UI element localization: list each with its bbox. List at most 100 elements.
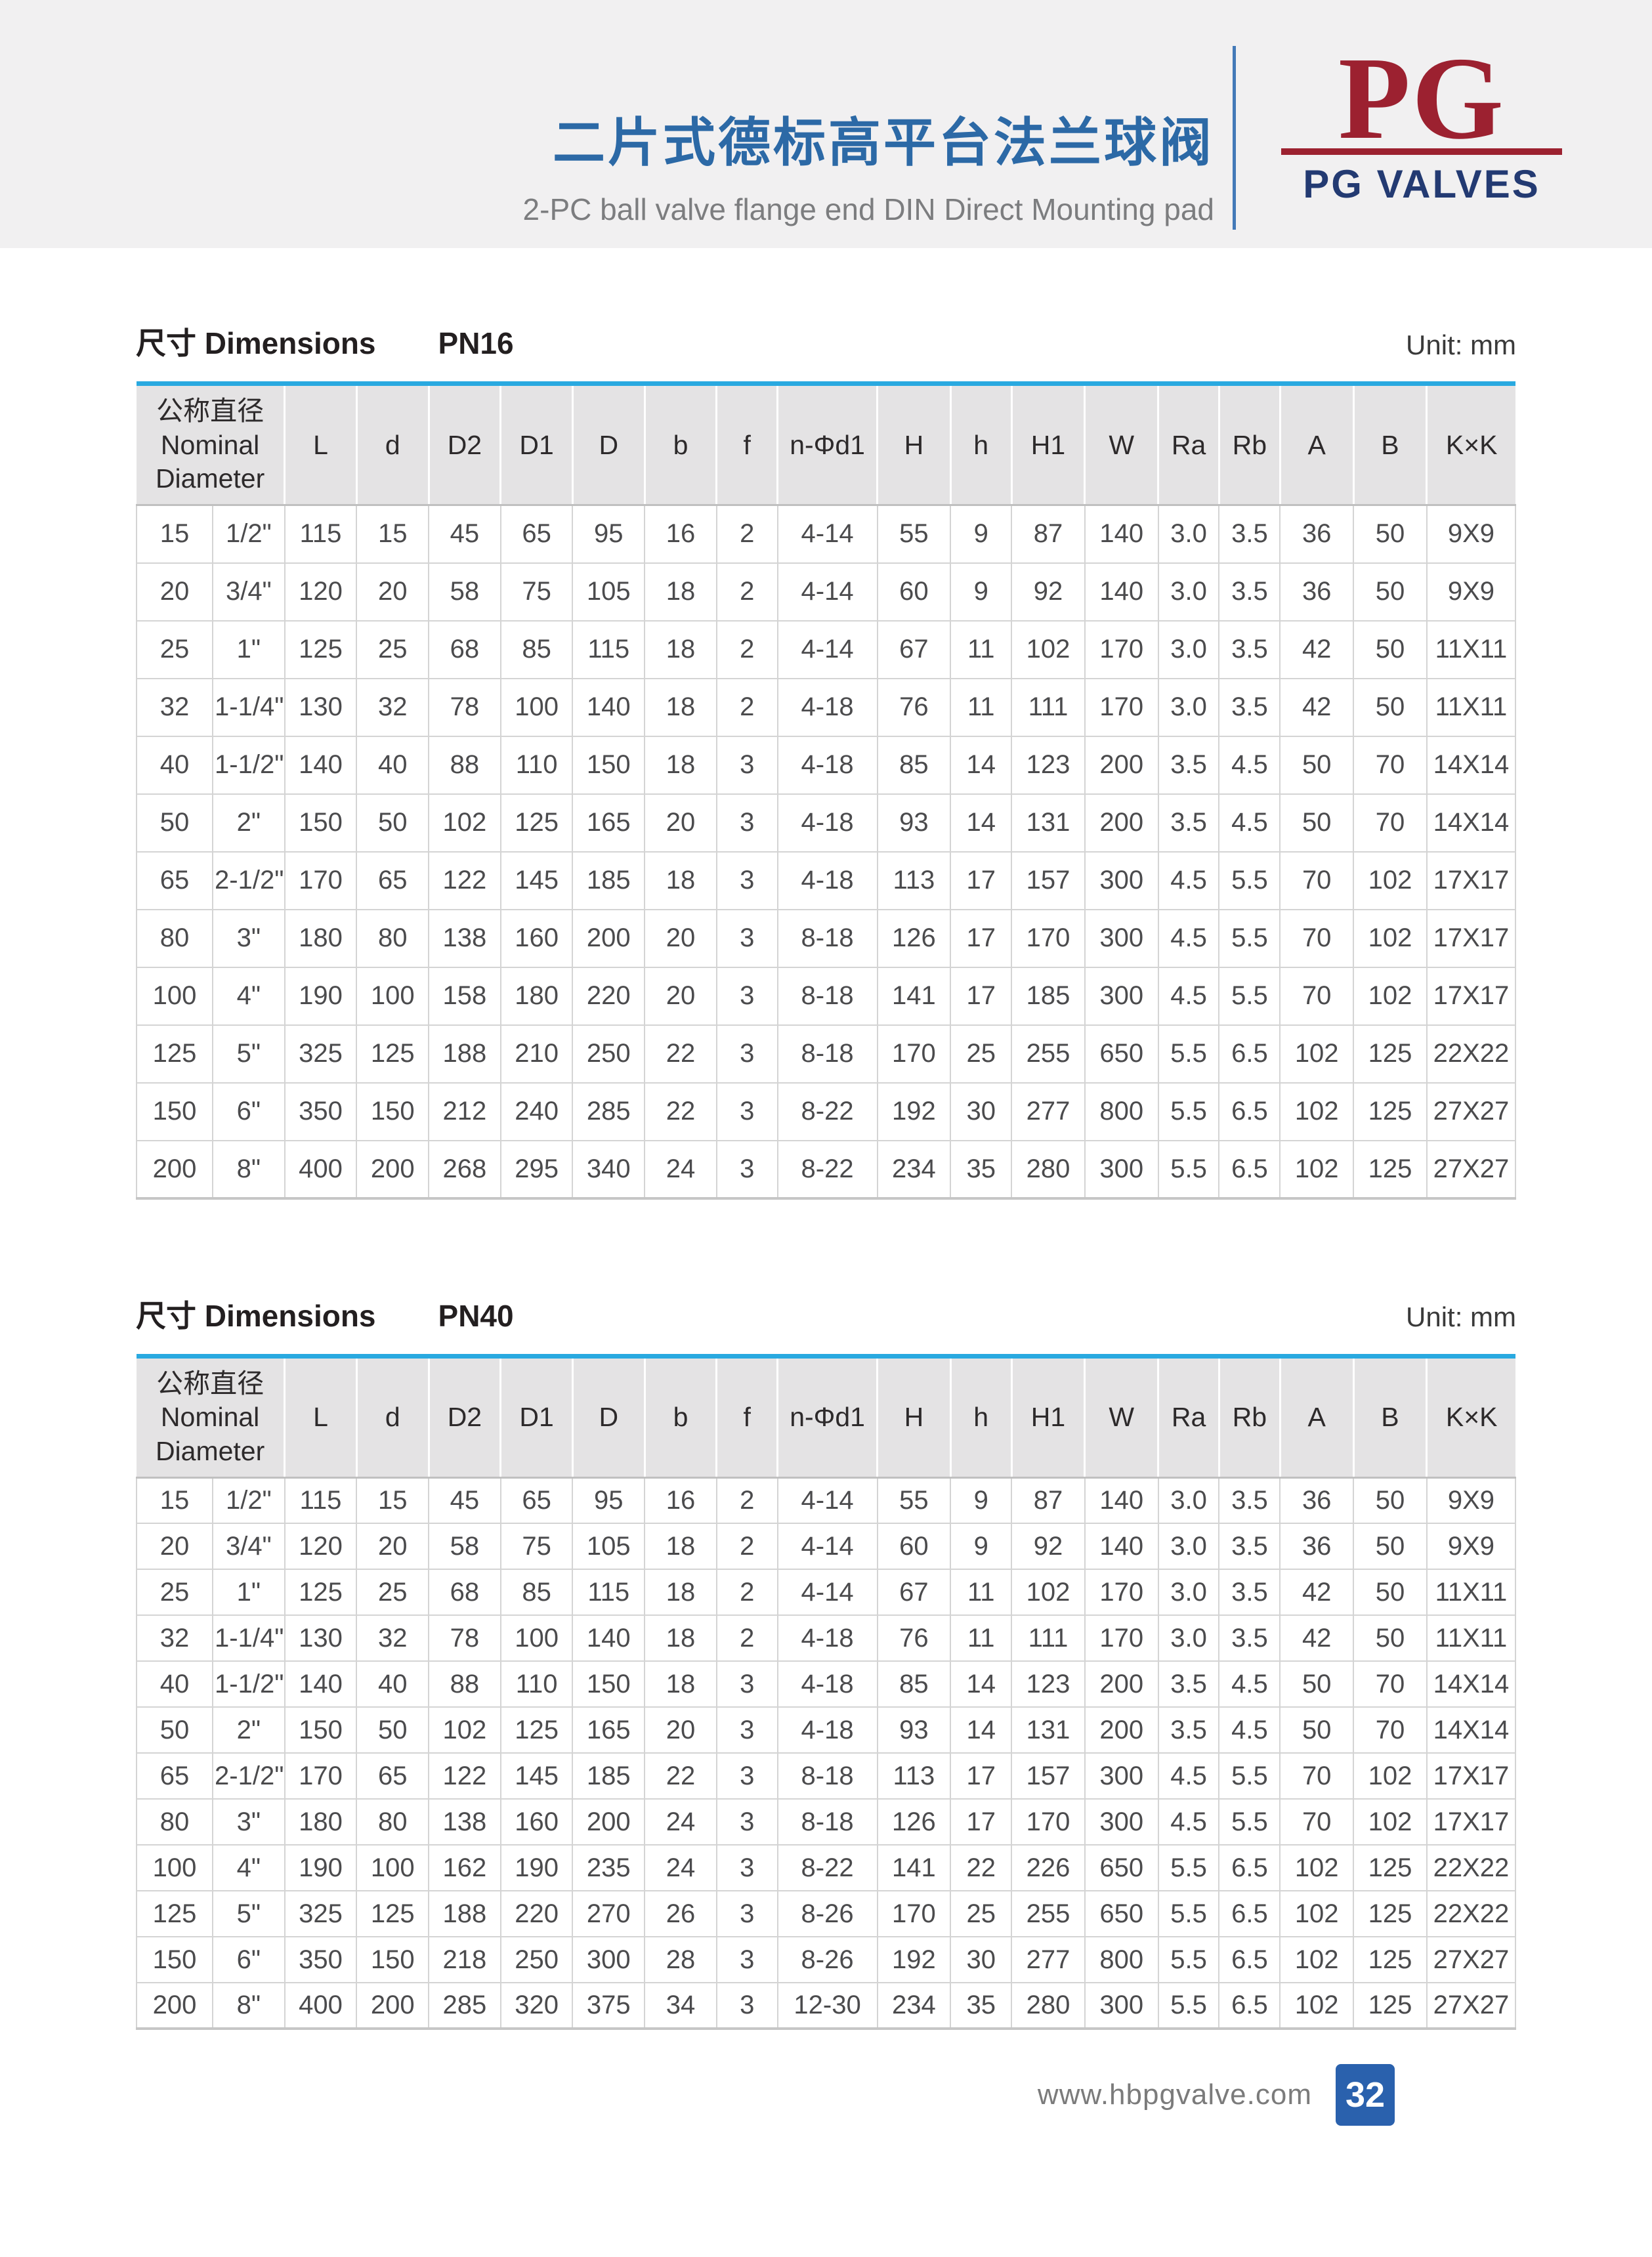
table-cell: 130 [284,1614,358,1662]
table-cell: 17 [950,851,1013,910]
table-cell: 3.0 [1157,1569,1220,1616]
table-cell: 125 [284,620,358,679]
table-cell: 70 [1279,1798,1355,1846]
table-cell: 157 [1011,851,1086,910]
table-cell: 9 [950,504,1013,564]
table-cell: 126 [876,908,952,968]
table-cell: 2 [715,504,778,564]
table-cell: 95 [572,1477,646,1525]
table-cell: 5.5 [1157,1936,1220,1984]
table-row: 40 1-1/2" 140 40 88 110 150 18 3 4-18 85 14 123 200 3.… [135,735,1517,795]
table-cell: 3.5 [1218,1569,1281,1616]
table-cell: 16 [644,1477,717,1525]
table-cell: 5.5 [1157,1139,1220,1199]
table-cell: 131 [1011,793,1086,853]
table-cell: 18 [644,562,717,622]
table-cell: 285 [572,1082,646,1141]
table-cell: 125 [1353,1936,1428,1984]
table-cell: 113 [876,1752,952,1800]
table-row: 20 3/4" 120 20 58 75 105 18 2 4-14 60 9 92 140 3.0 3.5 3… [135,1523,1517,1571]
unit-label: Unit: mm [1406,329,1516,360]
table-cell: 300 [1084,966,1159,1026]
table-cell: 212 [428,1082,501,1141]
table-cell: 185 [1011,966,1086,1026]
table-cell: 300 [1084,1982,1159,2030]
table-cell: 42 [1279,620,1355,679]
column-header: f [715,383,778,507]
table-cell: 42 [1279,1569,1355,1616]
table-cell: 125 [1353,1082,1428,1141]
table-cell: 4-14 [776,1569,878,1616]
table-cell: 2 [715,1523,778,1571]
table-cell: 141 [876,1844,952,1892]
table-cell: 200 [356,1139,430,1199]
table-cell: 140 [1084,504,1159,564]
table-cell: 9 [950,1523,1013,1571]
table-cell: 185 [572,1752,646,1800]
table-cell: 4.5 [1218,1706,1281,1754]
table-cell: 20 [644,1706,717,1754]
column-header: D [571,383,645,507]
table-cell: 100 [135,966,214,1026]
table-cell: 5.5 [1157,1024,1220,1084]
table-cell: 85 [499,620,574,679]
table-cell: 17X17 [1426,1752,1517,1800]
table-cell: 28 [644,1936,717,1984]
table-cell: 3" [212,908,286,968]
table-cell: 125 [356,1890,430,1938]
table-cell: 3.0 [1157,504,1220,564]
table-cell: 240 [499,1082,574,1141]
table-cell: 40 [356,1660,430,1708]
table-row: 32 1-1/4" 130 32 78 100 140 18 2 4-18 76 11 111 170 3.… [135,1614,1517,1662]
table-row: 15 1/2" 115 15 45 65 95 16 2 4-14 55 9 87 140 3.0 3.5 36… [135,504,1517,564]
table-cell: 25 [950,1890,1013,1938]
table-cell: 2 [715,1477,778,1525]
nominal-diameter-header: 公称直径 Nominal Diameter [137,1356,285,1479]
table-cell: 4.5 [1218,793,1281,853]
table-cell: 20 [356,1523,430,1571]
table-cell: 22X22 [1426,1024,1517,1084]
table-cell: 3.5 [1218,1477,1281,1525]
table-cell: 2-1/2" [212,1752,286,1800]
table-cell: 3.5 [1218,677,1281,737]
pn16-label: PN16 [438,326,514,360]
table-cell: 3.0 [1157,1614,1220,1662]
table-cell: 4-14 [776,1477,878,1525]
table-cell: 6.5 [1218,1890,1281,1938]
table-cell: 88 [428,1660,501,1708]
table-cell: 125 [1353,1890,1428,1938]
table-cell: 4" [212,966,286,1026]
table-cell: 17X17 [1426,1798,1517,1846]
table-cell: 9X9 [1426,1477,1517,1525]
table-cell: 145 [499,851,574,910]
table-cell: 102 [1279,1844,1355,1892]
table-cell: 25 [135,620,214,679]
table-cell: 102 [1353,966,1428,1026]
table-cell: 234 [876,1139,952,1199]
table-cell: 280 [1011,1982,1086,2030]
table-cell: 25 [356,620,430,679]
table-cell: 36 [1279,562,1355,622]
table-cell: 170 [284,1752,358,1800]
table-cell: 4.5 [1157,851,1220,910]
table-cell: 25 [135,1569,214,1616]
table-cell: 200 [572,908,646,968]
table-cell: 4-14 [776,1523,878,1571]
table-cell: 4-18 [776,735,878,795]
table-cell: 14 [950,1660,1013,1708]
table-cell: 125 [284,1569,358,1616]
table-cell: 115 [284,504,358,564]
table-cell: 18 [644,620,717,679]
table-cell: 185 [572,851,646,910]
table-cell: 68 [428,620,501,679]
table-cell: 80 [356,908,430,968]
table-cell: 285 [428,1982,501,2030]
table-cell: 130 [284,677,358,737]
table-cell: 3" [212,1798,286,1846]
table-cell: 55 [876,504,952,564]
table-cell: 9X9 [1426,1523,1517,1571]
table-cell: 123 [1011,1660,1086,1708]
table-cell: 255 [1011,1024,1086,1084]
table-cell: 170 [1084,1569,1159,1616]
